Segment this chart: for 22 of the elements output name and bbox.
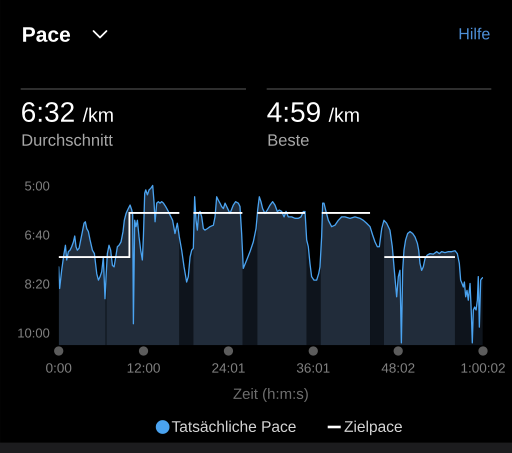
text: 6:32 [22,102,74,122]
y-tick-label: 6:40 [25,230,50,240]
x-tick-label: 24:01 [212,363,245,373]
legend-label: Zielpace [344,420,402,436]
x-tick-label: 1:00:02 [462,363,505,373]
text: 4:59 [267,102,320,122]
y-tick-label: 8:20 [25,279,50,289]
x-tick-label: 0:00 [46,363,72,373]
y-tick-label: 10:00 [18,328,50,338]
x-tick-label: 36:01 [296,363,330,373]
x-axis-title: Zeit (h:m:s) [233,388,308,402]
text: /km [82,108,113,122]
x-tick-label: 12:00 [128,363,160,373]
y-tick-label: 5:00 [25,181,50,191]
legend-label: Tatsächliche Pace [172,420,296,432]
text: Hilfe [460,28,490,40]
text: Beste [268,134,309,146]
line-series [58,184,484,344]
x-tick-label: 48:02 [382,363,414,373]
text: Durchschnitt [22,134,113,146]
chart-title: Pace [23,27,70,42]
text: /km [328,108,359,122]
